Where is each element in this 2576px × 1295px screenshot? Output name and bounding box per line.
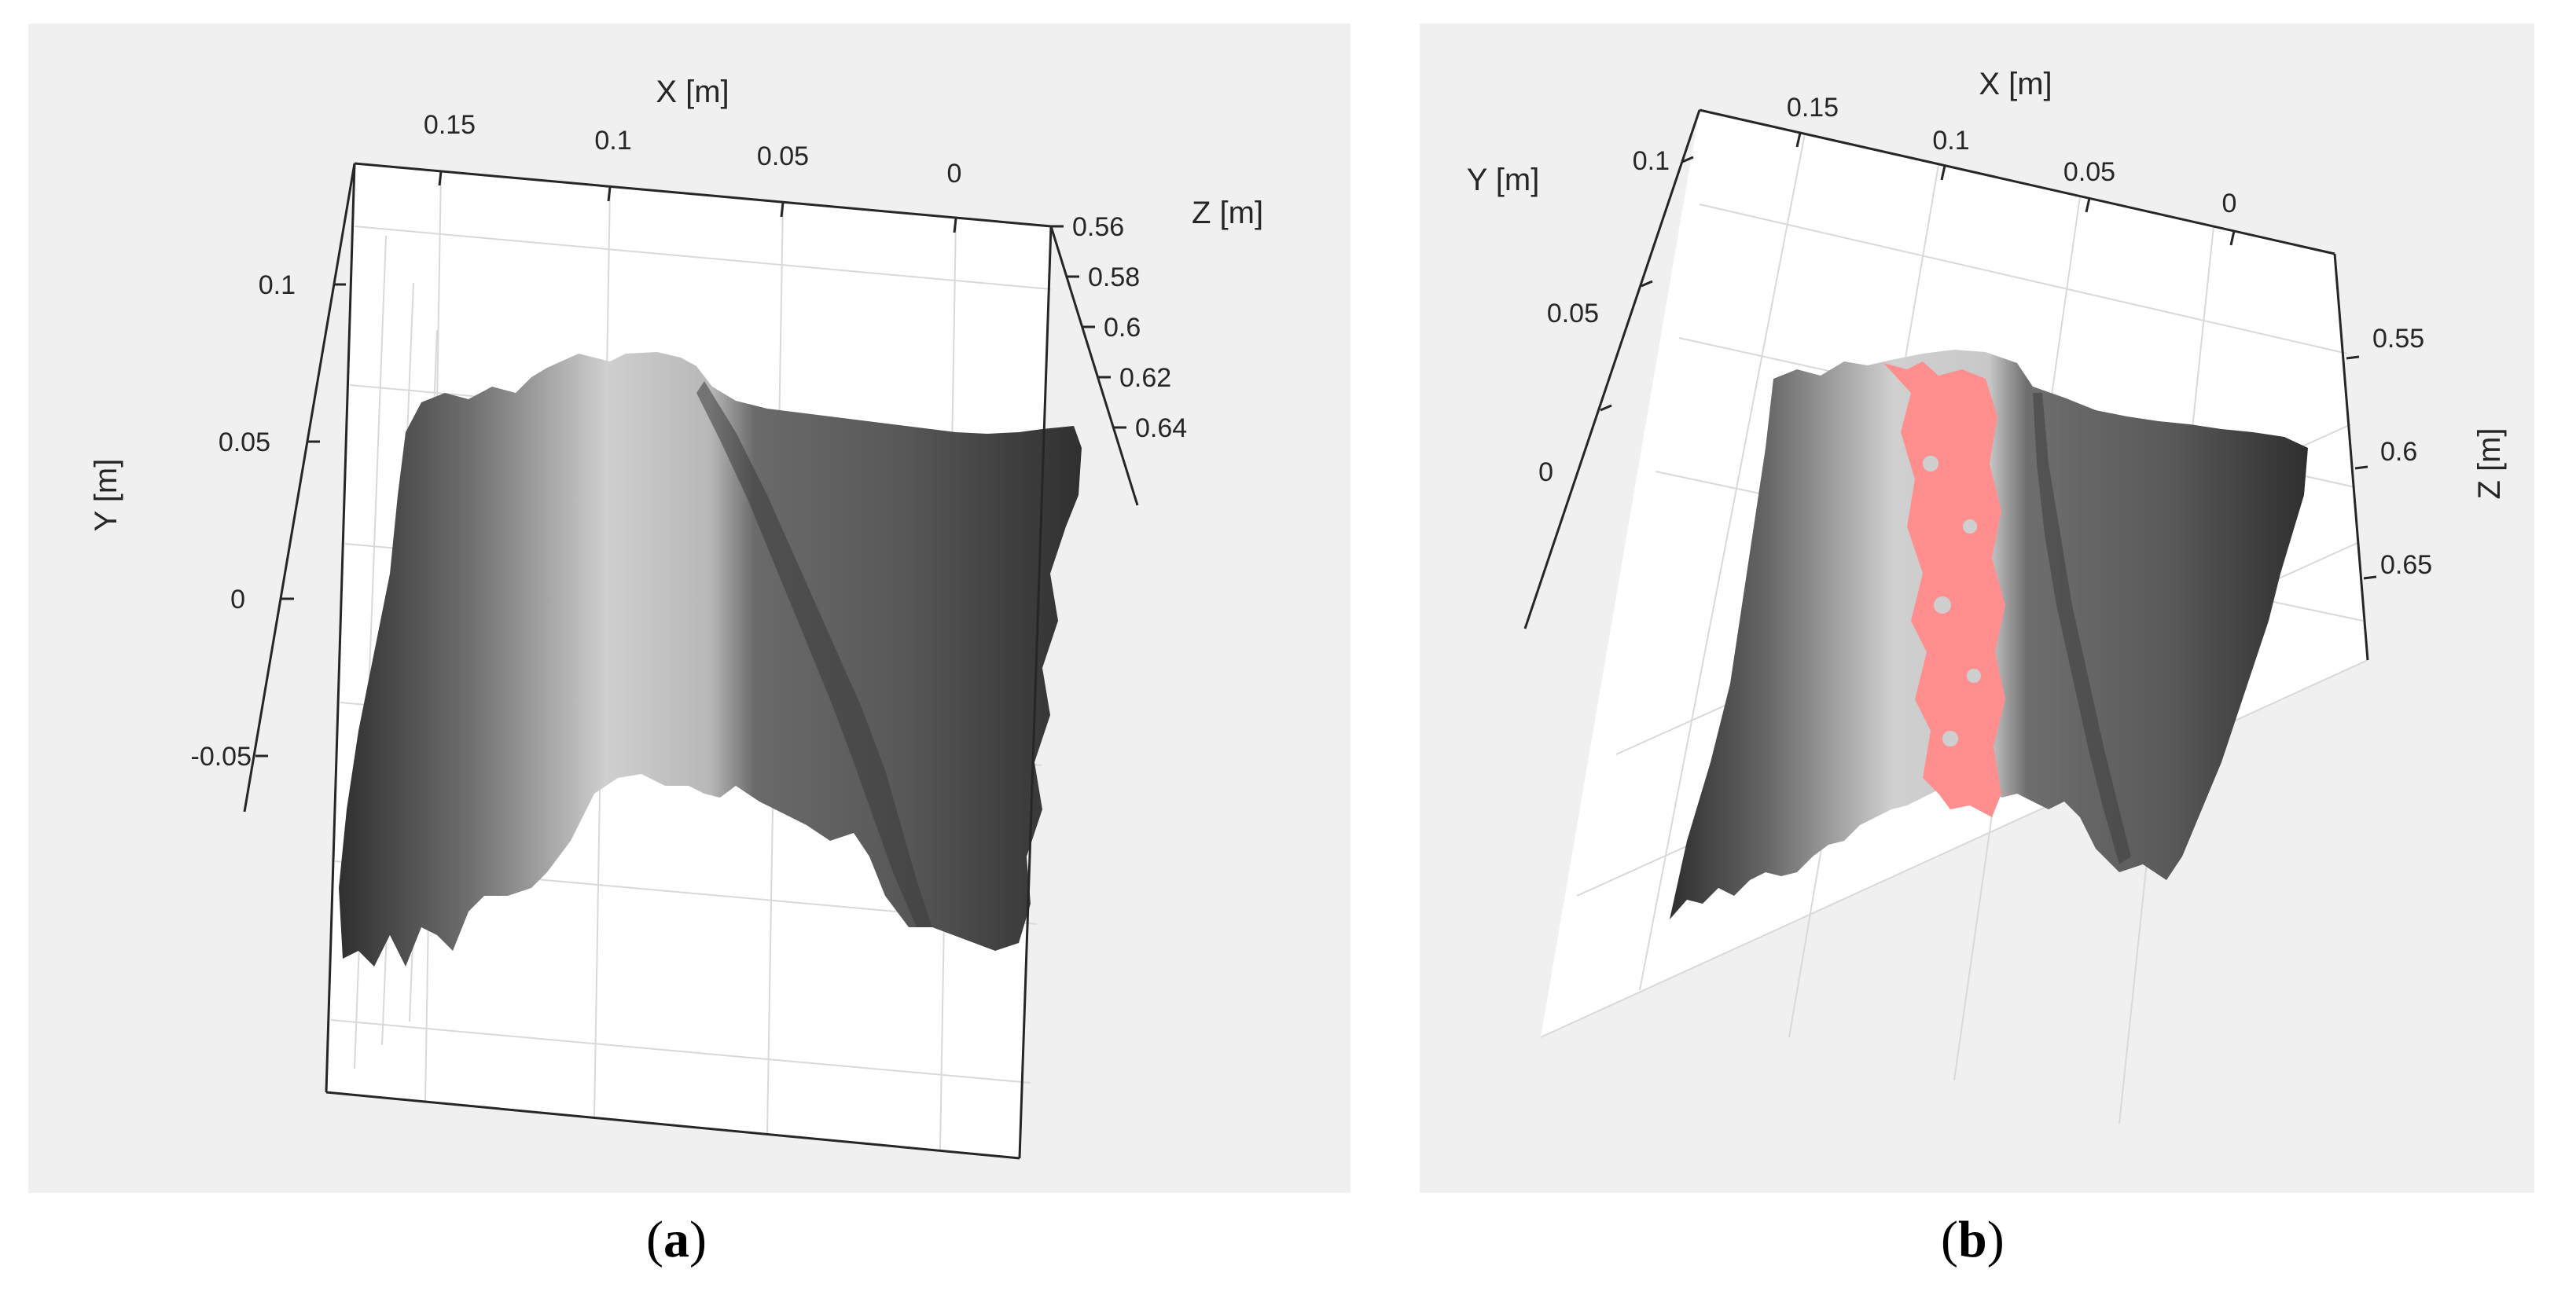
y-tick-b-2: 0 <box>1538 457 1553 487</box>
z-tick-b-2: 0.65 <box>2380 550 2432 580</box>
z-tick-a-3: 0.62 <box>1119 363 1171 393</box>
surface-plot-a: 0.15 0.1 0.05 0 0.1 0.05 0 -0.05 0.56 0.… <box>89 75 1263 1160</box>
z-tick-a-2: 0.6 <box>1104 313 1141 343</box>
caption-b-open: ( <box>1941 1211 1958 1268</box>
z-tick-a-1: 0.58 <box>1088 262 1140 292</box>
axes-b <box>1523 108 2377 661</box>
panel-b: 0.15 0.1 0.05 0 0.1 0.05 0 0.55 0.6 0.65… <box>1420 24 2534 1193</box>
y-tick-a-3: -0.05 <box>191 742 252 772</box>
z-axis-label-b: Z [m] <box>2472 427 2507 499</box>
surface-plot-b: 0.15 0.1 0.05 0 0.1 0.05 0 0.55 0.6 0.65… <box>1467 67 2507 1124</box>
x-tick-a-2: 0.05 <box>757 141 809 171</box>
x-tick-a-0: 0.15 <box>424 110 476 140</box>
y-axis-label-a: Y [m] <box>89 459 123 532</box>
surface-ridge-b <box>2033 393 2131 864</box>
caption-a-letter: a <box>663 1211 689 1268</box>
x-tick-a-1: 0.1 <box>594 126 631 156</box>
z-tick-a-0: 0.56 <box>1072 212 1124 242</box>
x-tick-b-2: 0.05 <box>2063 157 2115 187</box>
y-tick-a-2: 0 <box>230 585 245 614</box>
x-axis-label-a: X [m] <box>656 75 729 109</box>
caption-b: (b) <box>1941 1210 2005 1270</box>
x-tick-b-3: 0 <box>2222 189 2237 218</box>
z-axis-line-a <box>1049 226 1139 506</box>
y-tick-b-1: 0.05 <box>1547 299 1599 328</box>
x-axis-line-b <box>1699 108 2335 255</box>
y-tick-a-1: 0.05 <box>219 427 270 457</box>
x-axis-line-a <box>354 162 1052 228</box>
z-tick-b-0: 0.55 <box>2372 324 2424 354</box>
z-axis-label-a: Z [m] <box>1192 196 1263 230</box>
caption-a: (a) <box>646 1210 707 1270</box>
x-tick-b-1: 0.1 <box>1932 126 1969 156</box>
caption-b-letter: b <box>1957 1211 1987 1268</box>
x-tick-a-3: 0 <box>947 159 962 189</box>
surface-ridge-a <box>696 381 932 927</box>
y-tick-b-0: 0.1 <box>1633 146 1670 176</box>
panel-a: 0.15 0.1 0.05 0 0.1 0.05 0 -0.05 0.56 0.… <box>28 24 1350 1193</box>
z-tick-a-4: 0.64 <box>1135 413 1187 443</box>
y-axis-line-a <box>243 163 356 813</box>
z-tick-b-1: 0.6 <box>2380 437 2417 467</box>
z-axis-line-b <box>2333 253 2369 661</box>
x-tick-b-0: 0.15 <box>1787 93 1839 123</box>
y-axis-line-b <box>1523 109 1701 629</box>
highlight-region-b <box>1883 361 2005 817</box>
caption-a-open: ( <box>646 1211 663 1268</box>
caption-a-close: ) <box>689 1211 707 1268</box>
y-tick-a-0: 0.1 <box>259 270 296 300</box>
highlight-gaps-b <box>1923 456 1981 747</box>
y-axis-label-b: Y [m] <box>1467 163 1540 197</box>
axes-a <box>243 162 1139 1160</box>
caption-b-close: ) <box>1986 1211 2005 1268</box>
x-axis-label-b: X [m] <box>1979 67 2052 101</box>
